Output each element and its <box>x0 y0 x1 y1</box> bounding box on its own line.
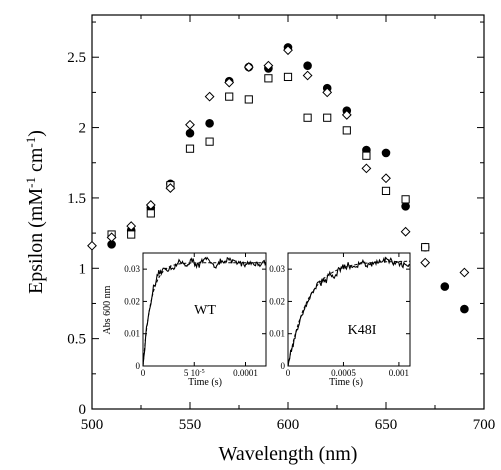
inset-wt-ticks: 0 5 10-5 0.0001 0 0.01 0.02 0.03 <box>124 253 266 378</box>
x-axis-title: Wavelength (nm) <box>219 443 358 465</box>
inset-y-tick-label: 0.03 <box>269 264 285 274</box>
inset-x-tick-label: 0.0005 <box>331 368 356 378</box>
inset-y-tick-label: 0.02 <box>269 296 285 306</box>
data-point-open-diamond <box>341 110 352 120</box>
x-tick-label: 650 <box>375 417 398 433</box>
inset-y-tick-label: 0.03 <box>124 264 140 274</box>
inset-k48i-label: K48I <box>348 323 377 338</box>
inset-y-tick-label: 0.01 <box>124 329 140 339</box>
data-point-open-square <box>421 243 430 252</box>
data-point-open-square <box>362 151 371 160</box>
main-axis-ticks: 500 550 600 650 700 0 0.5 1 1.5 2 2.5 <box>67 15 495 433</box>
data-point-open-square <box>401 195 410 204</box>
inset-k48i-frame <box>287 252 411 367</box>
data-point-filled-circle <box>440 282 450 291</box>
inset-x-tick-label: 0 <box>286 368 291 378</box>
y-tick-label: 2 <box>79 121 87 137</box>
inset-x-tick-label: 0.001 <box>389 368 409 378</box>
inset-y-tick-label: 0.02 <box>124 296 140 306</box>
data-point-open-square <box>244 95 253 104</box>
inset-wt: 0 5 10-5 0.0001 0 0.01 0.02 0.03 WT Time (s) A… <box>102 252 267 388</box>
data-point-open-square <box>185 144 195 153</box>
inset-k48i-ticks: 0 0.0005 0.001 0 0.01 0.02 0.03 <box>269 253 410 378</box>
data-point-open-diamond <box>243 62 254 72</box>
x-tick-label: 600 <box>277 417 300 433</box>
data-point-open-diamond <box>283 45 293 56</box>
data-point-open-diamond <box>400 226 411 237</box>
main-data-marks <box>87 43 470 314</box>
y-tick-label: 2.5 <box>67 50 86 66</box>
data-point-filled-circle <box>185 128 195 138</box>
data-point-open-square <box>127 230 136 239</box>
data-point-open-diamond <box>126 221 137 231</box>
data-point-filled-circle <box>381 148 391 158</box>
inset-k48i: 0 0.0005 0.001 0 0.01 0.02 0.03 K48I Time (s) <box>269 252 411 388</box>
data-point-open-diamond <box>361 163 372 174</box>
inset-wt-y-title: Abs 600 nm <box>102 285 113 334</box>
data-point-open-diamond <box>302 70 313 81</box>
x-tick-label: 550 <box>179 417 202 433</box>
data-point-open-diamond <box>322 87 333 98</box>
data-point-filled-circle <box>401 202 410 211</box>
data-point-filled-circle <box>460 304 469 314</box>
data-point-open-diamond <box>381 173 391 184</box>
data-point-open-diamond <box>224 77 235 88</box>
data-point-open-square <box>381 186 391 195</box>
inset-k48i-trace <box>287 256 411 367</box>
data-point-open-diamond <box>263 60 274 71</box>
x-tick-label: 700 <box>473 417 496 433</box>
data-point-open-square <box>283 72 293 82</box>
data-point-open-diamond <box>420 257 431 268</box>
y-tick-label: 1.5 <box>67 191 86 207</box>
y-axis-title: Epsilon (mM-1 cm-1) <box>23 130 48 294</box>
data-point-open-diamond <box>145 200 156 210</box>
data-point-open-diamond <box>459 267 470 278</box>
inset-y-tick-label: 0 <box>136 361 141 371</box>
y-tick-label: 1 <box>79 261 87 277</box>
data-point-filled-circle <box>303 61 312 70</box>
y-tick-label: 0.5 <box>67 332 86 348</box>
y-tick-label: 0 <box>79 402 87 418</box>
inset-wt-fit-curve <box>142 262 266 367</box>
data-point-open-square <box>342 126 351 135</box>
data-point-open-square <box>225 92 234 101</box>
inset-x-tick-label: 5 10-5 <box>184 368 205 378</box>
data-point-open-diamond <box>87 240 97 251</box>
data-point-open-square <box>303 113 312 122</box>
inset-y-tick-label: 0.01 <box>269 329 285 339</box>
inset-wt-trace <box>142 256 267 367</box>
data-point-open-square <box>264 74 273 83</box>
data-point-open-square <box>323 113 332 122</box>
data-point-open-diamond <box>185 119 195 130</box>
inset-y-tick-label: 0 <box>281 361 286 371</box>
inset-x-tick-label: 0.0001 <box>233 368 258 378</box>
inset-k48i-x-title: Time (s) <box>329 377 363 388</box>
data-point-open-diamond <box>204 91 215 102</box>
inset-wt-label: WT <box>194 303 216 318</box>
data-point-open-square <box>205 137 214 146</box>
data-point-open-square <box>146 209 155 218</box>
data-point-filled-circle <box>205 119 214 128</box>
inset-x-tick-label: 0 <box>141 368 146 378</box>
data-point-open-diamond <box>165 183 176 193</box>
inset-wt-x-title: Time (s) <box>188 377 222 388</box>
data-point-open-diamond <box>106 232 117 243</box>
x-tick-label: 500 <box>81 417 104 433</box>
